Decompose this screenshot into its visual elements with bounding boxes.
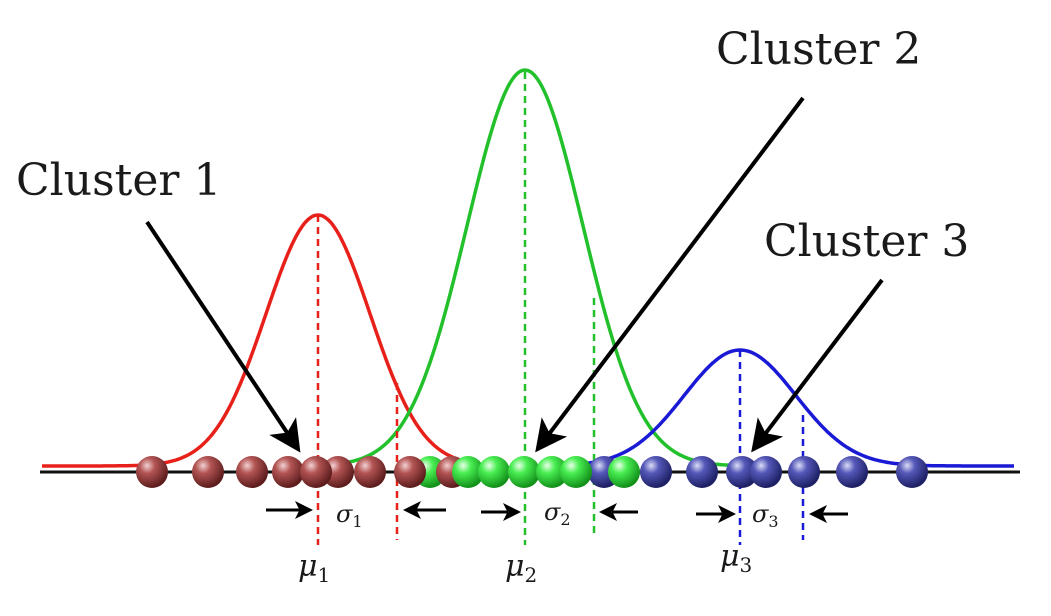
cluster-2-curve: [339, 68, 760, 468]
cluster-3-label: Cluster 3: [764, 216, 969, 267]
cluster-2-point: [452, 456, 484, 488]
cluster-3-point: [836, 456, 868, 488]
cluster-2-point: [560, 456, 592, 488]
cluster-1-point: [136, 456, 168, 488]
cluster-2-pointer-arrow: [535, 96, 805, 453]
cluster-1-pointer-arrow: [145, 220, 301, 453]
cluster-2-point: [478, 456, 510, 488]
cluster-1-point: [300, 456, 332, 488]
cluster-3-point: [726, 456, 758, 488]
cluster-3-point: [640, 456, 672, 488]
cluster-2-point: [536, 456, 568, 488]
data-points: [136, 456, 928, 488]
cluster-1-point: [236, 456, 268, 488]
cluster-3-point: [896, 456, 928, 488]
cluster-2-point: [508, 456, 540, 488]
cluster-2-mean-label: μ2: [505, 549, 537, 587]
cluster-3-sigma-label: σ3: [752, 500, 779, 531]
cluster-1-point: [354, 456, 386, 488]
cluster-3-curve: [560, 348, 1014, 468]
cluster-1-mean-label: μ1: [298, 549, 330, 587]
cluster-2-point: [608, 456, 640, 488]
cluster-1-sigma-label: σ1: [336, 500, 363, 531]
cluster-1-label: Cluster 1: [16, 155, 221, 206]
cluster-3-mean-label: μ3: [720, 539, 752, 577]
cluster-3-point: [750, 456, 782, 488]
cluster-1-point: [394, 456, 426, 488]
cluster-1-point: [322, 456, 354, 488]
cluster-1-point: [272, 456, 304, 488]
cluster-3-point: [788, 456, 820, 488]
cluster-1-curve: [42, 213, 471, 468]
cluster-1-point: [192, 456, 224, 488]
cluster-2-sigma-label: σ2: [544, 498, 571, 529]
cluster-2-label: Cluster 2: [716, 24, 921, 75]
cluster-3-point: [686, 456, 718, 488]
cluster-3-pointer-arrow: [751, 278, 884, 453]
